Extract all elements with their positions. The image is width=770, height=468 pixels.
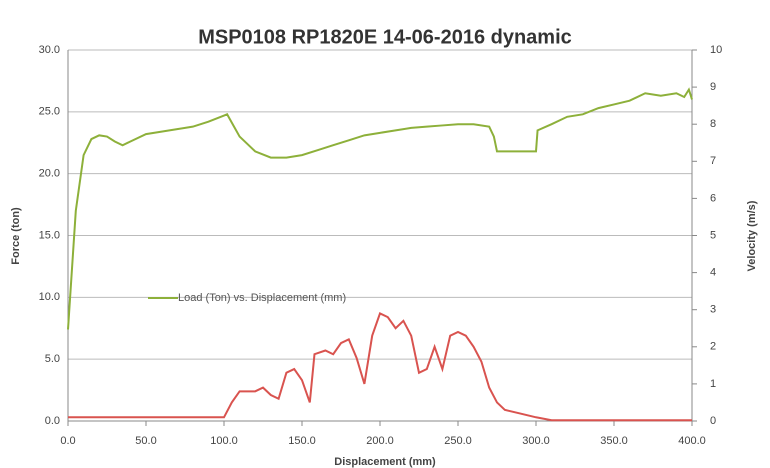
y-tick-label: 20.0	[39, 168, 60, 180]
y2-axis-label: Velocity (m/s)	[746, 200, 758, 271]
y2-tick-label: 8	[710, 118, 716, 130]
y2-tick-label: 7	[710, 155, 716, 167]
x-axis-label: Displacement (mm)	[334, 456, 436, 468]
x-tick-label: 0.0	[60, 435, 75, 447]
y2-tick-label: 0	[710, 415, 716, 427]
series-line	[67, 87, 693, 330]
y2-tick-label: 9	[710, 81, 716, 93]
y2-tick-label: 6	[710, 192, 716, 204]
y2-tick-label: 5	[710, 229, 716, 241]
x-tick-label: 50.0	[135, 435, 156, 447]
y-axis-label: Force (ton)	[10, 207, 22, 265]
x-tick-label: 150.0	[288, 435, 316, 447]
y2-tick-label: 4	[710, 267, 716, 279]
legend-label: Load (Ton) vs. Displacement (mm)	[178, 292, 347, 304]
y-tick-label: 15.0	[39, 229, 60, 241]
x-tick-label: 250.0	[444, 435, 472, 447]
y-tick-label: 0.0	[45, 415, 60, 427]
x-tick-label: 400.0	[678, 435, 706, 447]
y-tick-label: 25.0	[39, 106, 60, 118]
y-tick-label: 5.0	[45, 353, 60, 365]
y-tick-label: 10.0	[39, 291, 60, 303]
y2-tick-label: 2	[710, 341, 716, 353]
chart-title: MSP0108 RP1820E 14-06-2016 dynamic	[198, 26, 572, 48]
series-line	[68, 312, 692, 422]
y2-tick-label: 10	[710, 44, 722, 56]
y2-tick-label: 3	[710, 304, 716, 316]
x-tick-label: 350.0	[600, 435, 628, 447]
y2-tick-label: 1	[710, 378, 716, 390]
x-tick-label: 100.0	[210, 435, 238, 447]
x-tick-label: 300.0	[522, 435, 550, 447]
x-tick-label: 200.0	[366, 435, 394, 447]
y-tick-label: 30.0	[39, 44, 60, 56]
